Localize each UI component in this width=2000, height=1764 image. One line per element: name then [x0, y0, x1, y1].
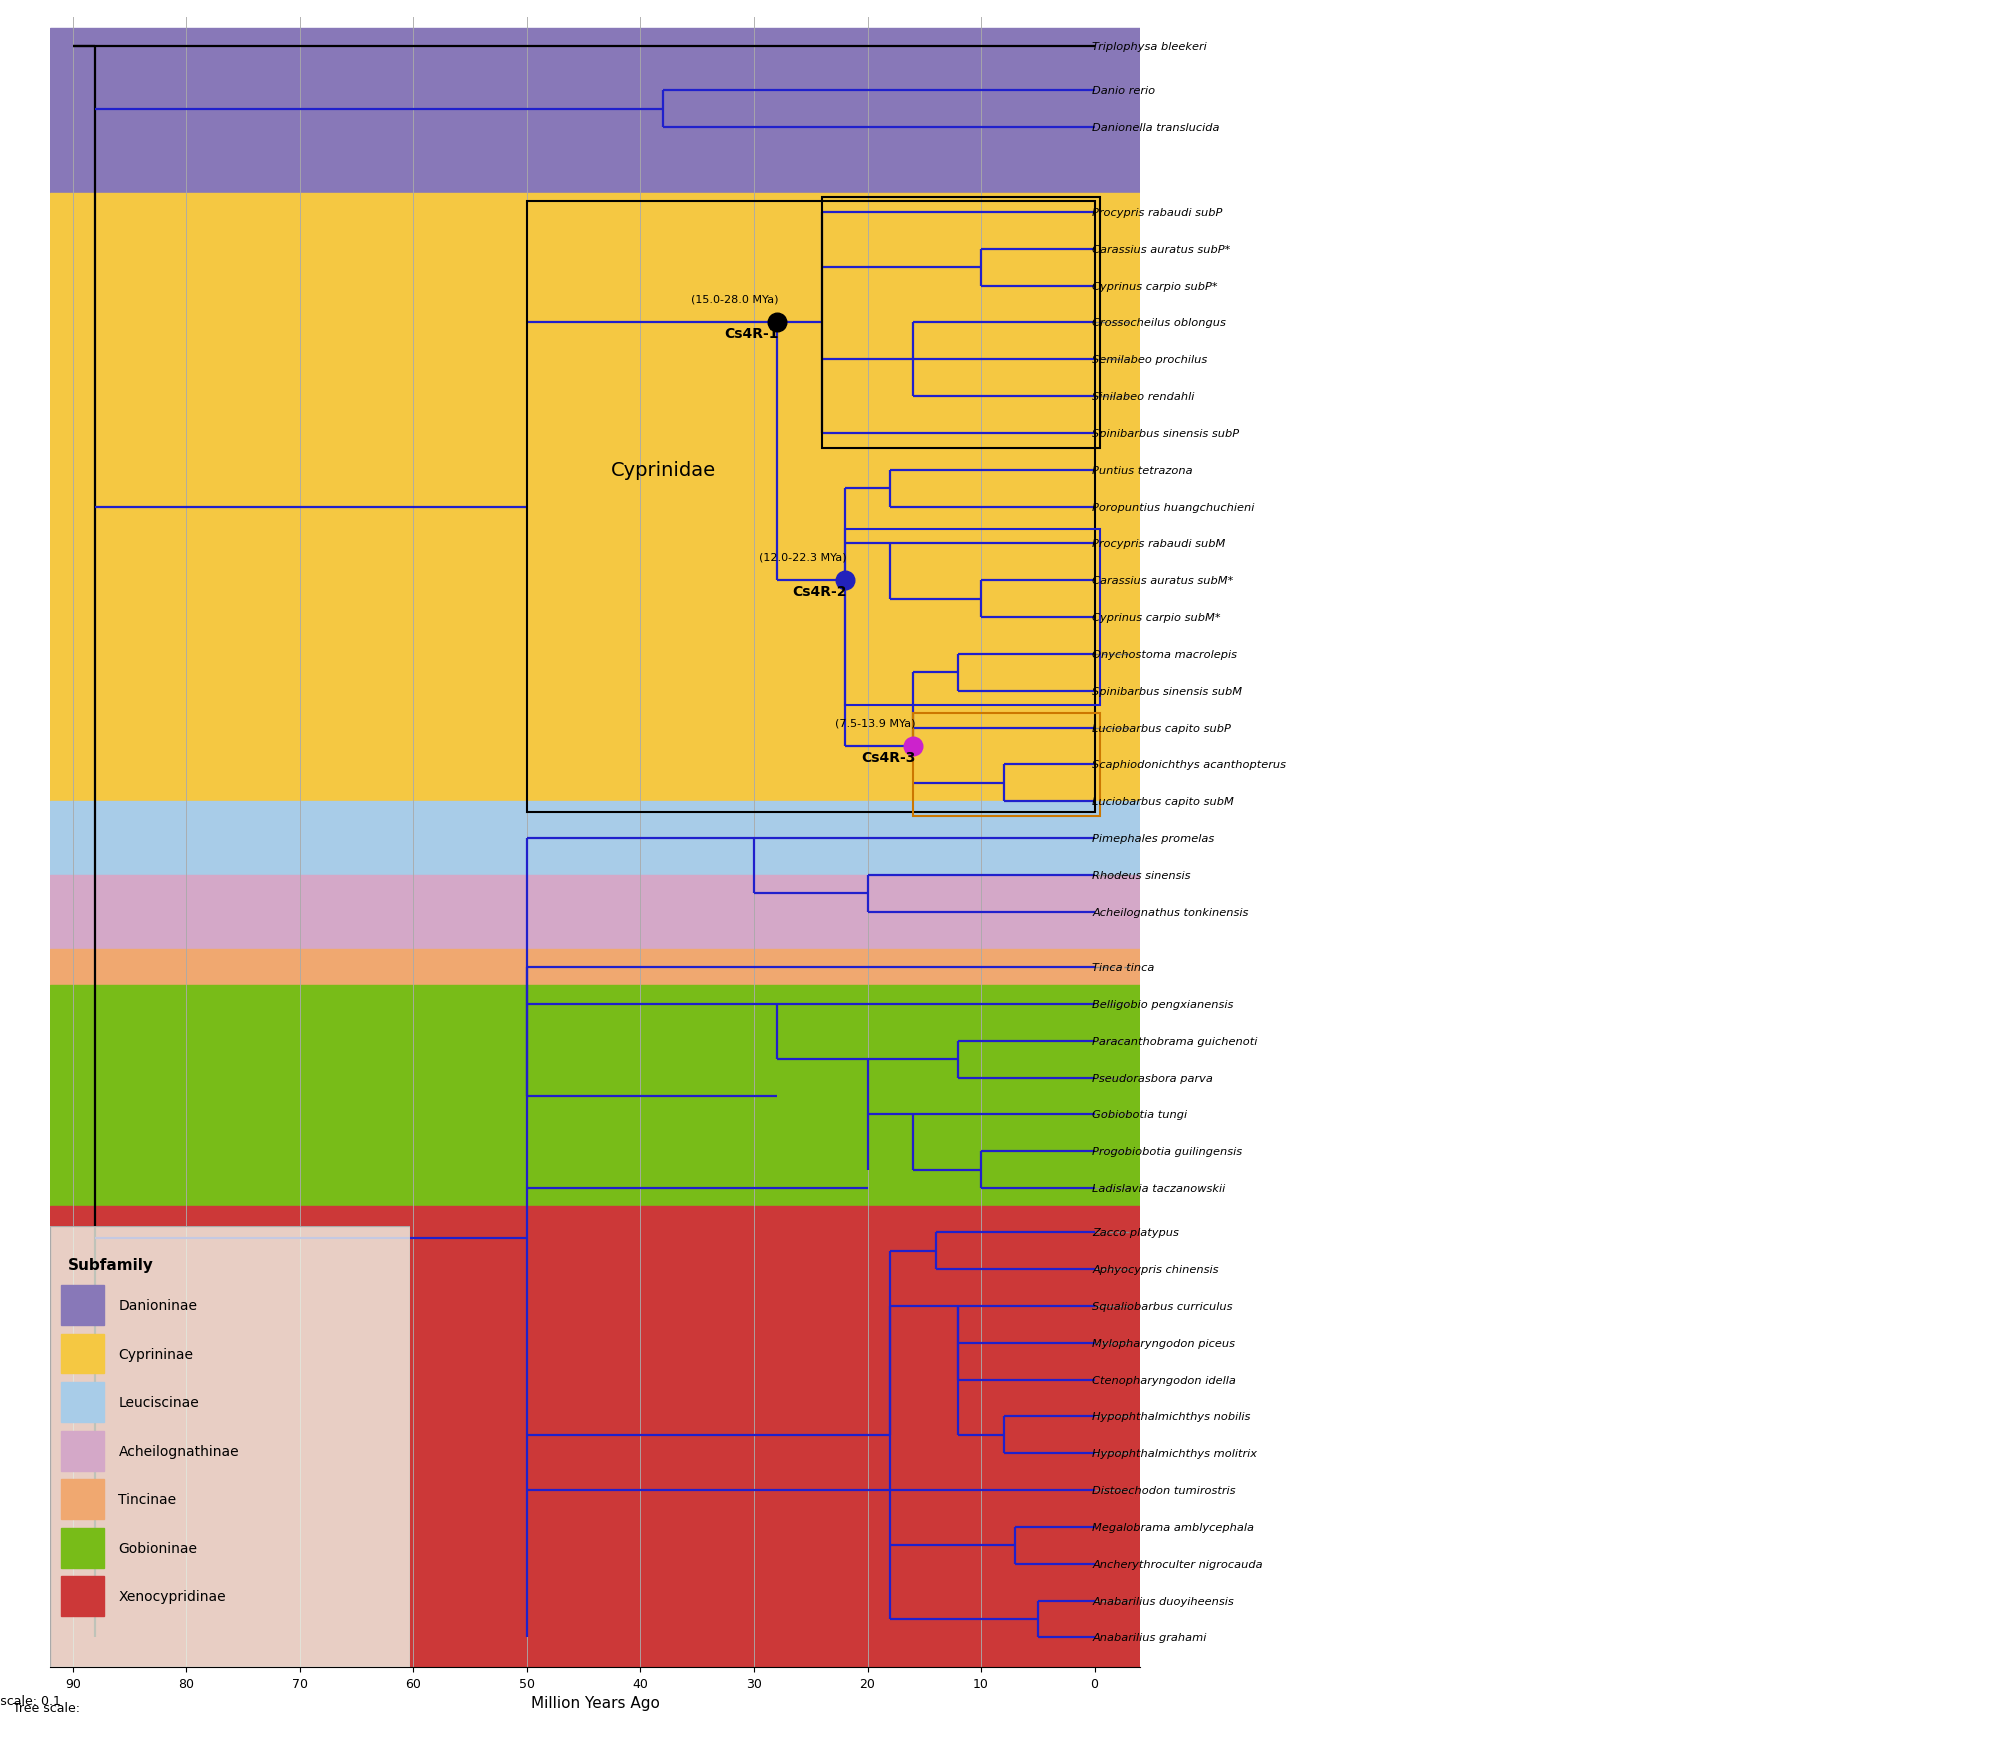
Bar	[60, 1383, 104, 1422]
Text: Pseudorasbora parva: Pseudorasbora parva	[1092, 1073, 1214, 1083]
Bar	[50, 194, 1140, 803]
Text: Zacco platypus: Zacco platypus	[1092, 1228, 1180, 1238]
Text: Tree scale: 0.1: Tree scale: 0.1	[0, 1693, 62, 1708]
Text: Ladislavia taczanowskii: Ladislavia taczanowskii	[1092, 1184, 1226, 1194]
Text: Cyprinidae: Cyprinidae	[610, 460, 716, 480]
Text: Acheilognathus tonkinensis: Acheilognathus tonkinensis	[1092, 907, 1248, 917]
Text: Spinibarbus sinensis subM: Spinibarbus sinensis subM	[1092, 686, 1242, 697]
Text: Onychostoma macrolepis: Onychostoma macrolepis	[1092, 649, 1238, 660]
Text: Tree scale:: Tree scale:	[14, 1700, 84, 1715]
Text: Squaliobarbus curriculus: Squaliobarbus curriculus	[1092, 1302, 1232, 1311]
Text: Gobiobotia tungi: Gobiobotia tungi	[1092, 1110, 1188, 1120]
Text: (7.5-13.9 MYa): (7.5-13.9 MYa)	[834, 718, 916, 729]
Text: Acheilognathinae: Acheilognathinae	[118, 1445, 240, 1457]
Text: Cs4R-3: Cs4R-3	[860, 750, 916, 764]
X-axis label: Million Years Ago: Million Years Ago	[530, 1695, 660, 1711]
Text: Paracanthobrama guichenoti: Paracanthobrama guichenoti	[1092, 1035, 1258, 1046]
Text: Gobioninae: Gobioninae	[118, 1542, 198, 1554]
Bar	[50, 986, 1140, 1207]
Bar	[822, 198, 1100, 448]
Text: Subfamily: Subfamily	[68, 1256, 154, 1272]
Text: Danioninae: Danioninae	[118, 1298, 198, 1312]
Text: Megalobrama amblycephala: Megalobrama amblycephala	[1092, 1522, 1254, 1533]
Text: Leuciscinae: Leuciscinae	[118, 1395, 200, 1409]
Text: Hypophthalmichthys molitrix: Hypophthalmichthys molitrix	[1092, 1448, 1258, 1459]
Bar	[60, 1480, 104, 1519]
Point	[760, 309, 792, 337]
Text: Rhodeus sinensis: Rhodeus sinensis	[1092, 870, 1190, 880]
Bar	[50, 1207, 1140, 1759]
Text: Poropuntius huangchuchieni: Poropuntius huangchuchieni	[1092, 503, 1254, 512]
Text: (15.0-28.0 MYa): (15.0-28.0 MYa)	[692, 295, 778, 305]
Bar	[60, 1528, 104, 1568]
Bar	[60, 1431, 104, 1471]
Text: Aphyocypris chinensis: Aphyocypris chinensis	[1092, 1265, 1218, 1274]
Text: Danio rerio: Danio rerio	[1092, 86, 1156, 97]
Text: Anabarilius duoyiheensis: Anabarilius duoyiheensis	[1092, 1596, 1234, 1605]
Text: Luciobarbus capito subP: Luciobarbus capito subP	[1092, 723, 1232, 734]
Text: Procypris rabaudi subP: Procypris rabaudi subP	[1092, 208, 1222, 217]
Text: Sinilabeo rendahli: Sinilabeo rendahli	[1092, 392, 1194, 402]
Text: Danionella translucida: Danionella translucida	[1092, 123, 1220, 132]
Text: Ctenopharyngodon idella: Ctenopharyngodon idella	[1092, 1374, 1236, 1385]
Text: Progobiobotia guilingensis: Progobiobotia guilingensis	[1092, 1147, 1242, 1157]
Text: Cyprinus carpio subM*: Cyprinus carpio subM*	[1092, 612, 1220, 623]
Text: Cs4R-2: Cs4R-2	[792, 584, 848, 598]
Bar	[50, 803, 1140, 875]
Text: Cs4R-1: Cs4R-1	[724, 326, 778, 340]
Text: Distoechodon tumirostris: Distoechodon tumirostris	[1092, 1485, 1236, 1496]
Bar	[60, 1286, 104, 1325]
Bar	[844, 529, 1100, 706]
Bar	[526, 201, 1094, 813]
Bar	[50, 949, 1140, 986]
Text: Xenocypridinae: Xenocypridinae	[118, 1589, 226, 1603]
Text: Luciobarbus capito subM: Luciobarbus capito subM	[1092, 797, 1234, 806]
Bar	[60, 1577, 104, 1616]
Text: Scaphiodonichthys acanthopterus: Scaphiodonichthys acanthopterus	[1092, 760, 1286, 771]
Text: Procypris rabaudi subM: Procypris rabaudi subM	[1092, 540, 1226, 549]
Text: Mylopharyngodon piceus: Mylopharyngodon piceus	[1092, 1339, 1236, 1348]
Text: Carassius auratus subP*: Carassius auratus subP*	[1092, 245, 1230, 254]
Text: Tinca tinca: Tinca tinca	[1092, 963, 1154, 972]
Text: Carassius auratus subM*: Carassius auratus subM*	[1092, 575, 1234, 586]
Text: Triplophysa bleekeri: Triplophysa bleekeri	[1092, 42, 1208, 53]
Text: Crossocheilus oblongus: Crossocheilus oblongus	[1092, 318, 1226, 328]
Text: Cyprinus carpio subP*: Cyprinus carpio subP*	[1092, 282, 1218, 291]
Text: Semilabeo prochilus: Semilabeo prochilus	[1092, 355, 1208, 365]
Bar	[60, 1334, 104, 1374]
Text: Ancherythroculter nigrocauda: Ancherythroculter nigrocauda	[1092, 1559, 1262, 1568]
Bar	[50, 875, 1140, 949]
Text: Spinibarbus sinensis subP: Spinibarbus sinensis subP	[1092, 429, 1240, 439]
Text: Puntius tetrazona: Puntius tetrazona	[1092, 466, 1192, 476]
Point	[896, 732, 928, 760]
Text: (12.0-22.3 MYa): (12.0-22.3 MYa)	[760, 552, 848, 563]
Text: Cyprininae: Cyprininae	[118, 1348, 194, 1360]
Point	[828, 566, 860, 594]
Bar	[912, 713, 1100, 817]
Text: Hypophthalmichthys nobilis: Hypophthalmichthys nobilis	[1092, 1411, 1250, 1422]
Text: Pimephales promelas: Pimephales promelas	[1092, 834, 1214, 843]
Bar	[50, 28, 1140, 194]
Text: Tincinae: Tincinae	[118, 1492, 176, 1506]
Text: Belligobio pengxianensis: Belligobio pengxianensis	[1092, 998, 1234, 1009]
Text: Anabarilius grahami: Anabarilius grahami	[1092, 1632, 1206, 1642]
